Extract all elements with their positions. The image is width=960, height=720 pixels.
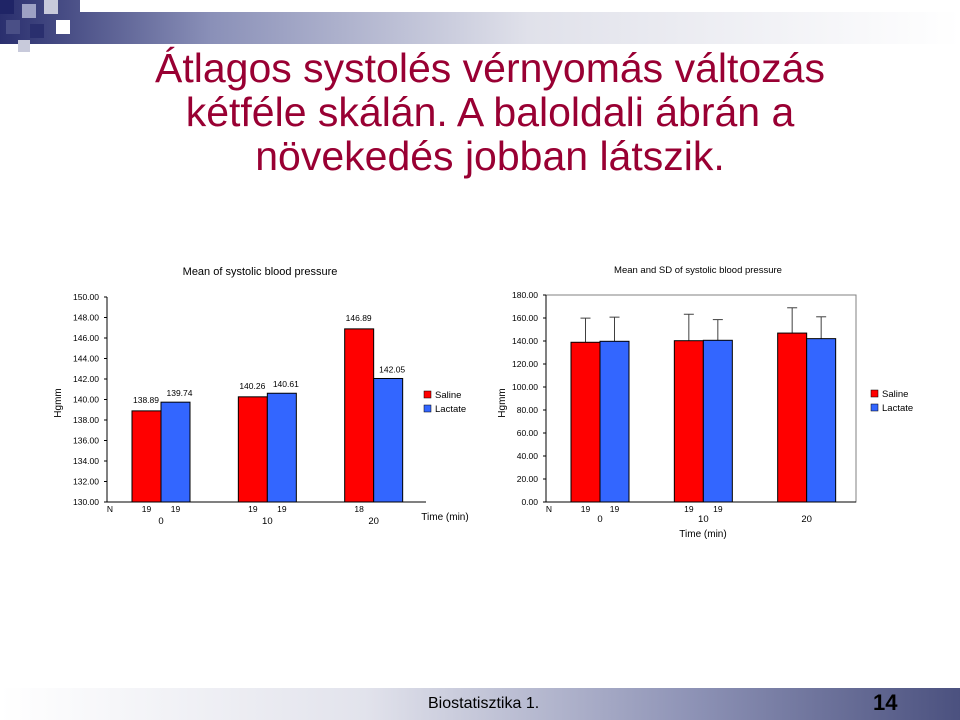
header-band-gap <box>80 0 960 12</box>
legend-swatch-saline <box>423 390 432 399</box>
y-tick-label: 132.00 <box>73 477 99 487</box>
n-value: 19 <box>277 504 287 514</box>
y-tick-label: 150.00 <box>73 292 99 302</box>
bar-lactate-10 <box>702 339 733 503</box>
bars <box>570 332 837 503</box>
bar-saline-20 <box>344 328 375 503</box>
x-tick-label: 10 <box>262 516 273 527</box>
y-axis-label: Hgmm <box>497 388 508 417</box>
bar-lactate-20 <box>806 338 837 503</box>
y-tick-label: 80.00 <box>517 405 539 415</box>
y-tick-label: 136.00 <box>73 436 99 446</box>
deco-square <box>30 24 44 38</box>
legend-label: Lactate <box>882 403 913 414</box>
legend-label: Saline <box>882 389 908 400</box>
x-tick-label: 10 <box>698 514 709 525</box>
y-axis-label: Hgmm <box>53 388 64 417</box>
n-value: 19 <box>581 504 591 514</box>
y-tick-label: 20.00 <box>517 474 539 484</box>
deco-square <box>56 20 70 34</box>
x-axis-label: Time (min) <box>421 512 468 523</box>
y-tick-label: 146.00 <box>73 333 99 343</box>
chart-title: Mean of systolic blood pressure <box>183 266 338 278</box>
y-tick-label: 140.00 <box>73 395 99 405</box>
legend: Saline Lactate <box>423 390 466 415</box>
deco-square <box>44 0 58 14</box>
y-tick-label: 180.00 <box>512 290 538 300</box>
data-label: 146.89 <box>346 313 372 323</box>
n-label: N <box>107 504 113 514</box>
n-value: 19 <box>142 504 152 514</box>
bar-saline-0 <box>131 410 162 503</box>
title-line: kétféle skálán. A baloldali ábrán a <box>185 89 795 135</box>
x-tick-label: 0 <box>158 516 163 527</box>
legend-swatch-saline <box>870 389 879 398</box>
y-tick-label: 40.00 <box>517 451 539 461</box>
y-tick-label: 140.00 <box>512 336 538 346</box>
x-tick-labels: 0 10 20 <box>158 516 379 527</box>
deco-square <box>0 0 14 14</box>
y-tick-label: 144.00 <box>73 354 99 364</box>
n-value: 19 <box>610 504 620 514</box>
y-tick-label: 120.00 <box>512 359 538 369</box>
y-tick-label: 148.00 <box>73 313 99 323</box>
deco-square <box>22 4 36 18</box>
title-line: Átlagos systolés vérnyomás változás <box>155 45 825 91</box>
data-label: 138.89 <box>133 395 159 405</box>
error-bars <box>580 307 827 343</box>
x-axis-label: Time (min) <box>679 529 726 540</box>
bar-lactate-0 <box>599 340 630 503</box>
deco-square <box>18 40 30 52</box>
bar-lactate-20 <box>373 377 404 503</box>
n-row: 19 19 19 19 18 N <box>107 504 364 514</box>
legend-swatch-lactate <box>870 403 879 412</box>
title-line: növekedés jobban látszik. <box>255 133 725 179</box>
bar-lactate-0 <box>160 401 191 503</box>
y-ticks: 130.00 132.00 134.00 136.00 138.00 140.00 142.… <box>73 292 107 507</box>
y-tick-label: 138.00 <box>73 415 99 425</box>
y-ticks: 0.00 20.00 40.00 60.00 80.00 100.00 120.00 140.… <box>512 290 546 507</box>
n-row: 19 19 19 19 N <box>546 504 723 514</box>
deco-square <box>6 20 20 34</box>
data-label: 140.61 <box>273 379 299 389</box>
y-tick-label: 134.00 <box>73 456 99 466</box>
legend-label: Saline <box>435 390 461 401</box>
bars <box>131 328 404 503</box>
y-tick-label: 100.00 <box>512 382 538 392</box>
data-labels: 138.89 139.74 140.26 140.61 146.89 142.05 <box>133 313 405 405</box>
chart-mean-sd-systolic: Mean and SD of systolic blood pressure H… <box>497 265 913 540</box>
footer-band <box>0 688 960 720</box>
legend-label: Lactate <box>435 404 466 415</box>
n-label: N <box>546 504 552 514</box>
bar-saline-0 <box>570 341 601 503</box>
slide-title: Átlagos systolés vérnyomás változás kétf… <box>60 46 920 178</box>
y-tick-label: 130.00 <box>73 497 99 507</box>
legend: Saline Lactate <box>870 389 913 414</box>
data-label: 139.74 <box>167 388 193 398</box>
footer-title: Biostatisztika 1. <box>428 695 540 712</box>
data-label: 142.05 <box>379 364 405 374</box>
bar-lactate-10 <box>266 392 297 503</box>
bar-saline-10 <box>237 396 268 503</box>
legend-swatch-lactate <box>423 404 432 413</box>
y-tick-label: 160.00 <box>512 313 538 323</box>
n-value: 19 <box>713 504 723 514</box>
page-number: 14 <box>873 690 898 715</box>
data-label: 140.26 <box>239 381 265 391</box>
n-value: 19 <box>171 504 181 514</box>
x-tick-label: 20 <box>801 514 812 525</box>
y-tick-label: 60.00 <box>517 428 539 438</box>
y-tick-label: 142.00 <box>73 374 99 384</box>
n-value: 19 <box>248 504 258 514</box>
n-value: 18 <box>354 504 364 514</box>
n-value: 19 <box>684 504 694 514</box>
x-tick-label: 20 <box>368 516 379 527</box>
chart-title: Mean and SD of systolic blood pressure <box>614 265 782 276</box>
bar-saline-10 <box>673 340 704 503</box>
bar-saline-20 <box>777 332 808 503</box>
y-tick-label: 0.00 <box>521 497 538 507</box>
chart-mean-systolic: Mean of systolic blood pressure Hgmm 138… <box>53 266 469 527</box>
x-tick-labels: 0 10 20 <box>597 514 812 525</box>
x-tick-label: 0 <box>597 514 602 525</box>
